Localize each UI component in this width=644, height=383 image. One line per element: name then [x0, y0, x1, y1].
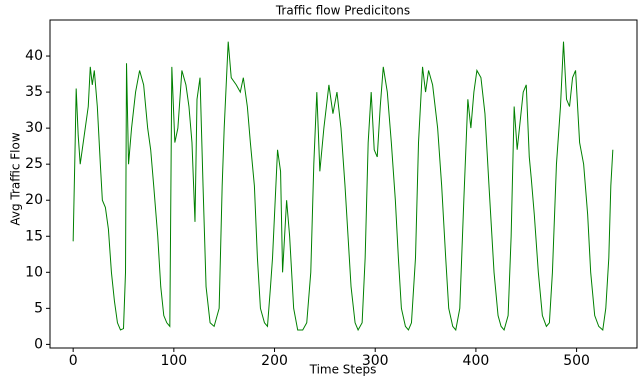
y-tick-label: 20 — [25, 192, 43, 208]
chart-title: Traffic flow Predicitons — [275, 4, 410, 18]
y-tick-label: 35 — [25, 84, 43, 100]
x-axis-label: Time Steps — [309, 363, 377, 377]
x-tick-label: 200 — [261, 353, 288, 369]
x-tick-label: 0 — [69, 353, 78, 369]
y-tick-label: 15 — [25, 228, 43, 244]
y-tick-label: 25 — [25, 156, 43, 172]
y-tick-label: 0 — [34, 336, 43, 352]
x-tick-label: 500 — [563, 353, 590, 369]
plot-frame — [49, 19, 638, 349]
y-tick-label: 5 — [34, 300, 43, 316]
x-tick-label: 400 — [463, 353, 490, 369]
data-line — [72, 41, 614, 332]
y-tick-label: 10 — [25, 264, 43, 280]
y-tick-label: 40 — [25, 48, 43, 64]
x-tick-label: 100 — [160, 353, 187, 369]
x-tick-label: 300 — [362, 353, 389, 369]
y-tick-label: 30 — [25, 120, 43, 136]
y-axis-label: Avg Traffic Flow — [9, 132, 23, 225]
